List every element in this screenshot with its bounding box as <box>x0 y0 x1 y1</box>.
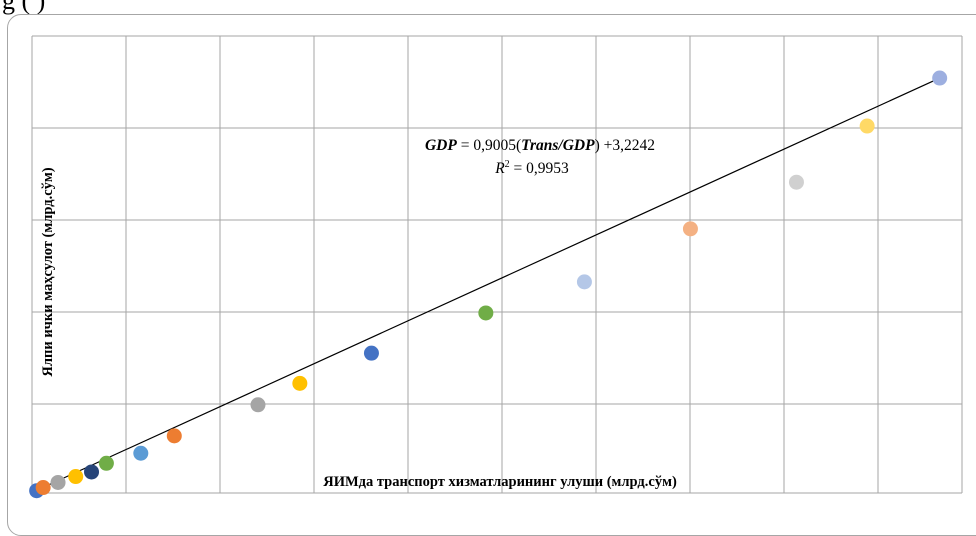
r2-symbol: R <box>494 160 505 177</box>
data-point-2 <box>35 480 51 496</box>
data-point-8 <box>166 428 182 444</box>
r2-value: = 0,9953 <box>510 160 569 177</box>
data-points <box>29 70 948 499</box>
equation-tail: ) +3,2242 <box>595 137 655 154</box>
data-point-7 <box>133 445 149 461</box>
data-point-6 <box>98 455 114 471</box>
data-point-9 <box>250 397 266 413</box>
data-point-10 <box>292 375 308 391</box>
equation-mid: = 0,9005( <box>457 137 521 154</box>
data-point-5 <box>84 464 100 480</box>
top-caption-fragment: g ( ) <box>2 0 46 15</box>
scatter-chart: GDP = 0,9005(Trans/GDP) +3,2242 R2 = 0,9… <box>29 35 963 499</box>
data-point-11 <box>363 345 379 361</box>
data-point-12 <box>478 305 494 321</box>
data-point-17 <box>932 70 948 86</box>
y-axis-title: Ялпи ички маҳсулот (млрд.сўм) <box>40 167 56 376</box>
regression-equation: GDP = 0,9005(Trans/GDP) +3,2242 <box>425 137 655 154</box>
r-squared-label: R2 = 0,9953 <box>494 159 569 177</box>
data-point-14 <box>682 221 698 237</box>
trendline <box>33 77 940 493</box>
data-point-4 <box>68 469 84 485</box>
data-point-13 <box>576 274 592 290</box>
trendline-layer <box>33 77 940 493</box>
gridlines <box>31 35 963 494</box>
data-point-16 <box>859 118 875 134</box>
x-axis-title: ЯИМда транспорт хизматларининг улуши (мл… <box>323 474 677 490</box>
equation-x-var: Trans/GDP <box>521 137 595 154</box>
data-point-3 <box>50 474 66 490</box>
r2-superscript: 2 <box>505 159 510 170</box>
equation-y-var: GDP <box>425 137 457 154</box>
data-point-15 <box>788 174 804 190</box>
